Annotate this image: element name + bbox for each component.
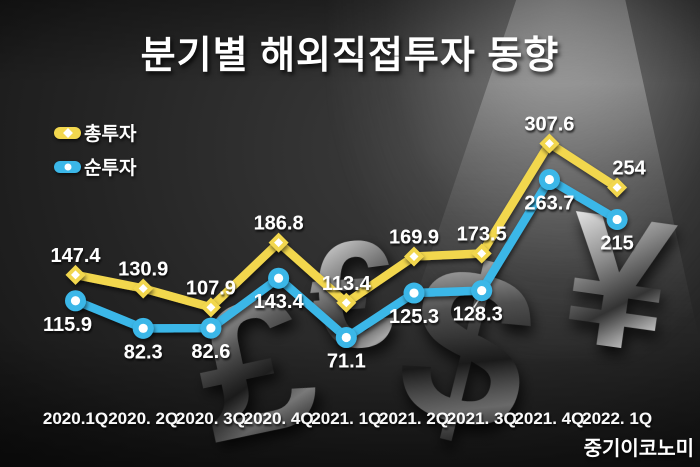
data-point-marker-center (138, 283, 148, 293)
data-point-marker-center (274, 273, 284, 283)
data-point-marker-center (138, 323, 148, 333)
data-point-label: 130.9 (118, 258, 168, 280)
watermark: 중기이코노미 (583, 438, 694, 460)
data-point-marker-center (477, 249, 487, 259)
data-point-marker-center (71, 270, 80, 280)
data-point-marker-center (544, 174, 555, 185)
legend-item-net: 순투자 (54, 153, 136, 180)
chart-legend: 총투자 순투자 (54, 119, 136, 180)
data-point-marker-center (341, 298, 351, 308)
data-point-label: 169.9 (389, 226, 439, 248)
data-point-marker-center (206, 302, 216, 312)
x-axis-label: 2021. 2Q (379, 409, 449, 428)
data-point-label: 254 (612, 157, 646, 179)
legend-label-total: 총투자 (84, 124, 137, 145)
data-point-label: 107.9 (186, 277, 236, 299)
data-point-label: 215 (600, 232, 633, 254)
x-axis-label: 2021. 3Q (447, 409, 517, 428)
data-point-label: 115.9 (43, 314, 92, 336)
data-point-marker-center (612, 214, 622, 225)
data-point-marker-center (409, 288, 419, 298)
x-axis-label: 2020.1Q (43, 409, 108, 428)
data-point-label: 143.4 (254, 291, 305, 313)
data-point-marker-center (409, 251, 419, 261)
data-point-marker-center (274, 238, 284, 248)
x-axis-label: 2020. 3Q (176, 409, 246, 428)
data-point-label: 147.4 (50, 245, 101, 267)
chart-title: 분기별 해외직접투자 동향 (140, 35, 560, 77)
data-point-label: 113.4 (322, 273, 372, 295)
net-series-marker-icon (54, 160, 81, 173)
legend-label-net: 순투자 (84, 158, 137, 179)
legend-item-total: 총투자 (54, 119, 136, 146)
data-point-label: 128.3 (453, 304, 503, 326)
data-point-marker-center (612, 182, 622, 192)
total-series-marker-icon (54, 126, 81, 139)
data-point-label: 263.7 (524, 193, 574, 215)
x-axis-label: 2021. 1Q (311, 409, 381, 428)
data-point-label: 186.8 (254, 213, 304, 235)
x-axis-label: 2020. 4Q (244, 409, 314, 428)
data-point-marker-center (70, 296, 81, 306)
x-axis-label: 2021. 4Q (514, 409, 584, 428)
data-point-label: 82.3 (124, 341, 163, 363)
data-point-label: 307.6 (524, 113, 574, 135)
x-axis-label: 2020. 2Q (108, 409, 178, 428)
data-point-label: 125.3 (389, 306, 439, 328)
data-point-marker-center (477, 285, 487, 296)
data-point-marker-center (544, 138, 554, 148)
circle-marker-center (64, 163, 71, 170)
data-point-label: 71.1 (327, 351, 366, 373)
data-point-label: 173.5 (457, 224, 507, 246)
data-point-label: 82.6 (191, 341, 230, 363)
data-point-marker-center (341, 332, 351, 343)
x-axis-label: 2022. 1Q (582, 409, 652, 428)
data-point-marker-center (206, 323, 216, 333)
